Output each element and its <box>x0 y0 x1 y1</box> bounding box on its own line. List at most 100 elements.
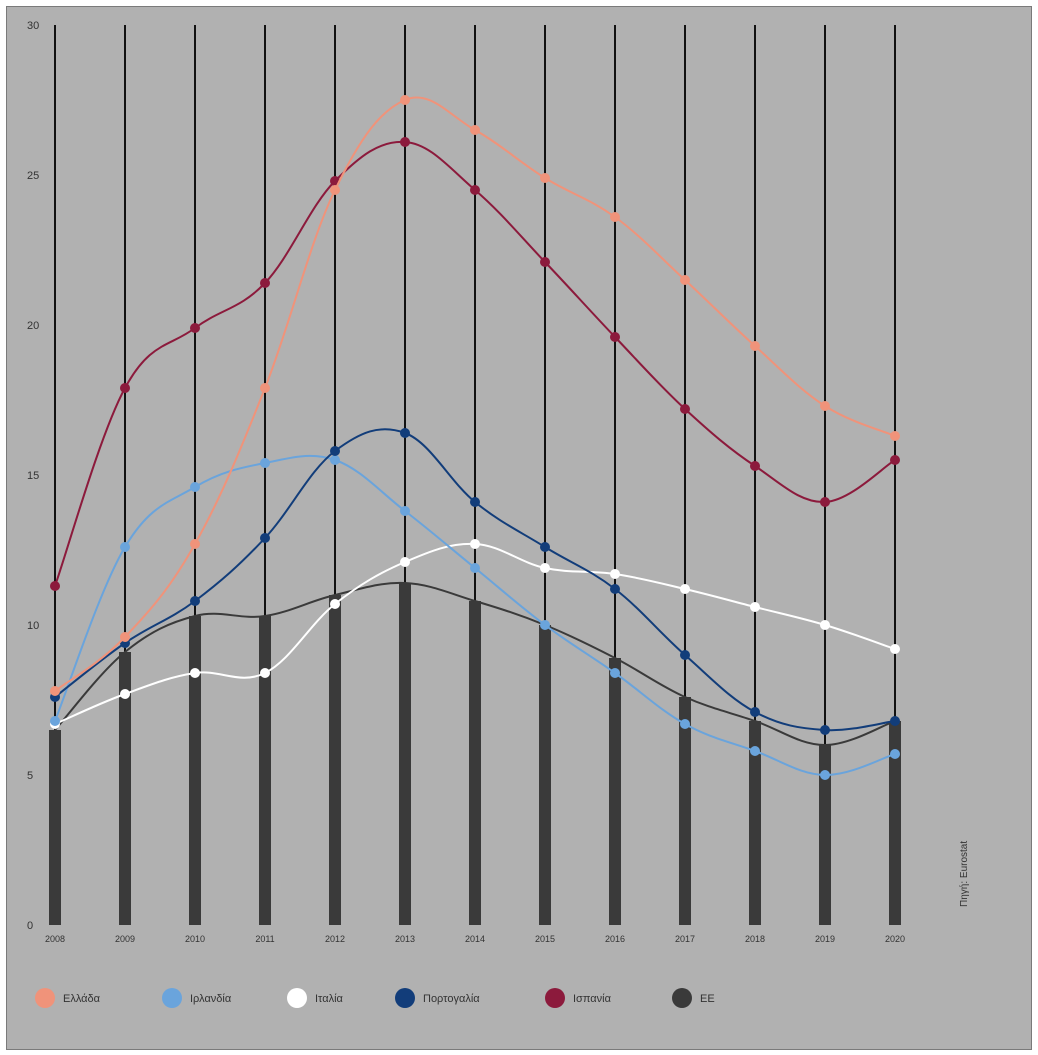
ee-bar <box>889 721 901 925</box>
ee-bar <box>819 745 831 925</box>
y-tick-label: 10 <box>27 620 39 632</box>
series-point <box>470 185 480 195</box>
series-point <box>540 620 550 630</box>
series-point <box>190 668 200 678</box>
x-tick-label: 2012 <box>325 934 345 944</box>
ee-bars <box>49 583 901 925</box>
series-point <box>190 482 200 492</box>
ee-bar <box>749 721 761 925</box>
series-point <box>820 725 830 735</box>
series-point <box>470 539 480 549</box>
series-point <box>610 569 620 579</box>
legend-swatch <box>545 988 565 1008</box>
ee-bar <box>49 730 61 925</box>
legend-item: Ιταλία <box>287 988 344 1008</box>
ee-bar <box>399 583 411 925</box>
series-point <box>400 95 410 105</box>
series-point <box>610 584 620 594</box>
series-point <box>50 581 60 591</box>
series-point <box>820 401 830 411</box>
legend-item: Ιρλανδία <box>162 988 232 1008</box>
x-tick-label: 2020 <box>885 934 905 944</box>
series-point <box>890 455 900 465</box>
x-tick-label: 2008 <box>45 934 65 944</box>
series-point <box>330 446 340 456</box>
x-tick-label: 2014 <box>465 934 485 944</box>
legend-item: ΕΕ <box>672 988 715 1008</box>
legend-label: Πορτογαλία <box>423 993 480 1005</box>
series-point <box>470 125 480 135</box>
legend-label: Ιρλανδία <box>190 993 232 1005</box>
series-point <box>400 137 410 147</box>
legend-swatch <box>287 988 307 1008</box>
legend-swatch <box>35 988 55 1008</box>
series-point <box>50 716 60 726</box>
x-tick-label: 2019 <box>815 934 835 944</box>
y-tick-label: 30 <box>27 20 39 32</box>
y-axis: 0 5 10 15 20 25 30 <box>27 20 39 932</box>
series-point <box>820 497 830 507</box>
y-tick-label: 0 <box>27 920 33 932</box>
series-point <box>470 497 480 507</box>
series-point <box>820 770 830 780</box>
x-tick-label: 2017 <box>675 934 695 944</box>
series-point <box>470 563 480 573</box>
ee-bar <box>189 616 201 925</box>
series-point <box>750 707 760 717</box>
x-axis: 2008 2009 2010 2011 2012 2013 2014 2015 2016 2017… <box>45 934 905 944</box>
chart-frame: 0 5 10 15 20 25 30 2008 2009 2010 2011 2012 2013 201… <box>6 6 1032 1050</box>
series-point <box>120 383 130 393</box>
legend-label: Ιταλία <box>315 993 344 1005</box>
y-tick-label: 20 <box>27 320 39 332</box>
y-tick-label: 15 <box>27 470 39 482</box>
series-point <box>610 332 620 342</box>
ee-bar <box>609 658 621 925</box>
series-point <box>120 632 130 642</box>
legend-label: ΕΕ <box>700 993 715 1005</box>
series-point <box>260 668 270 678</box>
series-point <box>260 383 270 393</box>
series-point <box>260 533 270 543</box>
x-tick-label: 2018 <box>745 934 765 944</box>
ee-bar <box>539 625 551 925</box>
series-point <box>890 644 900 654</box>
series-point <box>890 716 900 726</box>
series-point <box>190 323 200 333</box>
series-point <box>680 275 690 285</box>
series-lines <box>50 95 900 780</box>
legend-item: Ισπανία <box>545 988 612 1008</box>
series-point <box>330 185 340 195</box>
legend-swatch <box>672 988 692 1008</box>
series-line-ee <box>54 581 896 747</box>
x-tick-label: 2016 <box>605 934 625 944</box>
x-tick-label: 2013 <box>395 934 415 944</box>
series-point <box>50 686 60 696</box>
y-tick-label: 5 <box>27 770 33 782</box>
legend-label: Ισπανία <box>573 993 612 1005</box>
x-tick-label: 2009 <box>115 934 135 944</box>
series-point <box>120 542 130 552</box>
legend-swatch <box>162 988 182 1008</box>
series-point <box>680 719 690 729</box>
y-tick-label: 25 <box>27 170 39 182</box>
series-point <box>400 428 410 438</box>
series-point <box>750 341 760 351</box>
series-point <box>190 539 200 549</box>
legend: Ελλάδα Ιρλανδία Ιταλία Πορτογαλία Ισπανία ΕΕ <box>35 988 715 1008</box>
series-point <box>890 749 900 759</box>
series-point <box>680 404 690 414</box>
ee-bar <box>469 601 481 925</box>
source-label: Πηγή: Eurostat <box>958 841 970 907</box>
legend-label: Ελλάδα <box>63 993 101 1005</box>
legend-swatch <box>395 988 415 1008</box>
legend-item: Πορτογαλία <box>395 988 480 1008</box>
series-point <box>190 596 200 606</box>
x-tick-label: 2010 <box>185 934 205 944</box>
series-point <box>680 584 690 594</box>
legend-item: Ελλάδα <box>35 988 101 1008</box>
series-point <box>890 431 900 441</box>
series-point <box>540 173 550 183</box>
series-point <box>750 461 760 471</box>
series-line <box>54 454 896 777</box>
series-point <box>330 599 340 609</box>
